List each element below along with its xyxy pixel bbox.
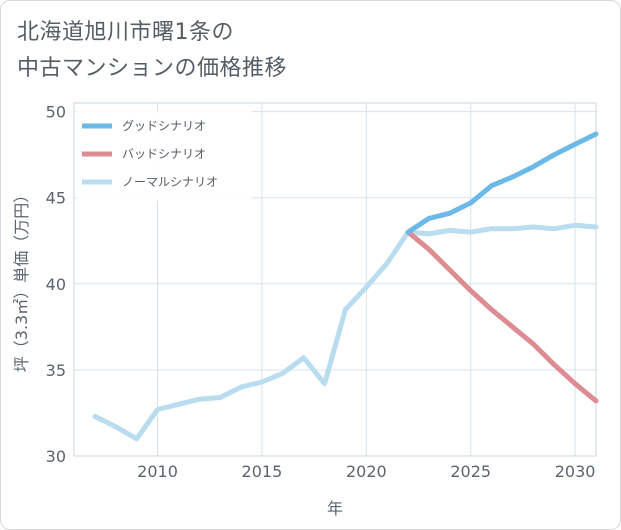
x-tick-label: 2020 bbox=[346, 462, 387, 481]
y-axis-title: 坪（3.3㎡）単価（万円） bbox=[12, 187, 31, 372]
legend-label: ノーマルシナリオ bbox=[122, 175, 218, 189]
y-tick-label: 30 bbox=[46, 447, 66, 466]
series-line-1 bbox=[405, 131, 599, 235]
chart-title-line2: 中古マンションの価格推移 bbox=[17, 56, 288, 81]
legend-label: グッドシナリオ bbox=[122, 119, 206, 133]
x-tick-labels: 2010 2015 2020 2025 2030 bbox=[137, 462, 595, 481]
x-tick-label: 2025 bbox=[450, 462, 491, 481]
y-tick-label: 35 bbox=[46, 361, 66, 380]
y-tick-label: 40 bbox=[46, 275, 66, 294]
series-line-2 bbox=[405, 229, 599, 404]
y-tick-label: 45 bbox=[46, 189, 66, 208]
chart-title-line1: 北海道旭川市曙1条の bbox=[17, 20, 234, 45]
series-layer bbox=[92, 131, 599, 442]
y-tick-labels: 30 35 40 45 50 bbox=[46, 103, 66, 466]
x-tick-label: 2030 bbox=[555, 462, 596, 481]
chart-title: 北海道旭川市曙1条の 中古マンションの価格推移 bbox=[17, 15, 607, 87]
y-tick-label: 50 bbox=[46, 103, 66, 122]
x-tick-label: 2015 bbox=[242, 462, 283, 481]
legend-label: バッドシナリオ bbox=[122, 147, 206, 161]
x-tick-label: 2010 bbox=[137, 462, 178, 481]
x-axis-title: 年 bbox=[327, 499, 343, 518]
plot-frame bbox=[73, 102, 597, 457]
series-line-3 bbox=[92, 222, 599, 442]
grid-lines bbox=[73, 102, 597, 457]
